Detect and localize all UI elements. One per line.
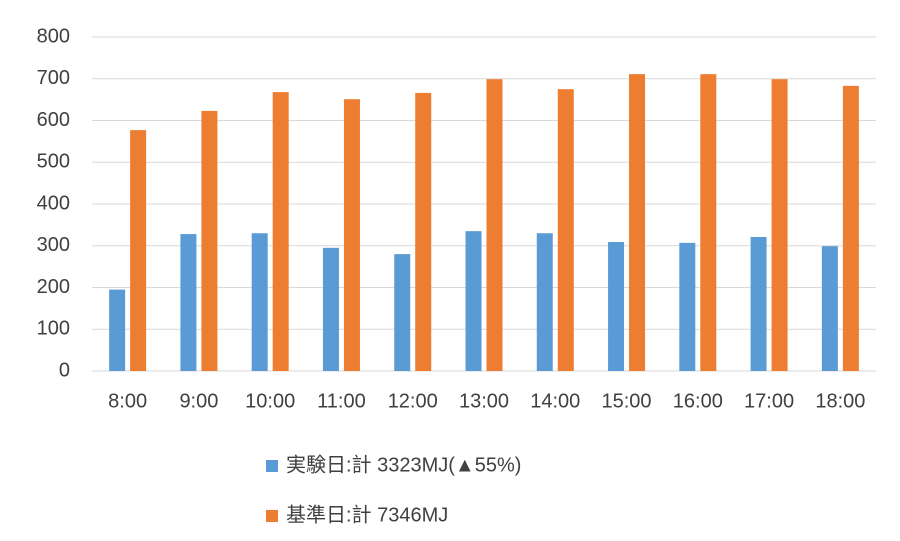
y-tick-label: 400 [37,192,70,214]
bar [771,79,788,371]
legend-swatch [266,510,278,522]
legend-label: 実験日:計 3323MJ(▲55%) [286,453,521,476]
bar [109,289,126,371]
bar [130,130,147,371]
y-tick-label: 800 [37,25,70,47]
y-tick-label: 500 [37,151,70,173]
y-tick-label: 600 [37,109,70,131]
bar [700,74,717,371]
x-tick-label: 13:00 [459,390,509,412]
bar [415,92,432,371]
x-tick-label: 14:00 [530,390,580,412]
bar [343,99,360,372]
bar [322,247,339,371]
y-tick-label: 700 [37,67,70,89]
bar [201,110,218,372]
bar [557,89,574,371]
x-tick-label: 17:00 [744,390,794,412]
bar [821,246,838,371]
x-tick-label: 18:00 [815,390,865,412]
bar [394,254,411,371]
y-tick-label: 0 [59,359,70,381]
bar [486,79,503,371]
bar [272,92,289,372]
y-tick-label: 200 [37,276,70,298]
x-tick-label: 16:00 [673,390,723,412]
x-tick-label: 11:00 [317,390,366,412]
bar [251,233,268,371]
x-tick-label: 10:00 [245,390,295,412]
bar [629,74,646,371]
bar [180,234,197,371]
x-tick-label: 9:00 [179,390,218,412]
legend-swatch [266,460,278,472]
bar [750,236,767,371]
bar [608,241,625,371]
bar [465,231,482,371]
y-tick-label: 300 [37,234,70,256]
x-tick-label: 8:00 [108,390,147,412]
bar [842,85,859,371]
legend-label: 基準日:計 7346MJ [286,503,448,526]
x-tick-label: 12:00 [388,390,438,412]
bar [679,242,696,371]
bar [536,233,553,371]
y-tick-label: 100 [37,318,70,340]
x-tick-label: 15:00 [602,390,652,412]
